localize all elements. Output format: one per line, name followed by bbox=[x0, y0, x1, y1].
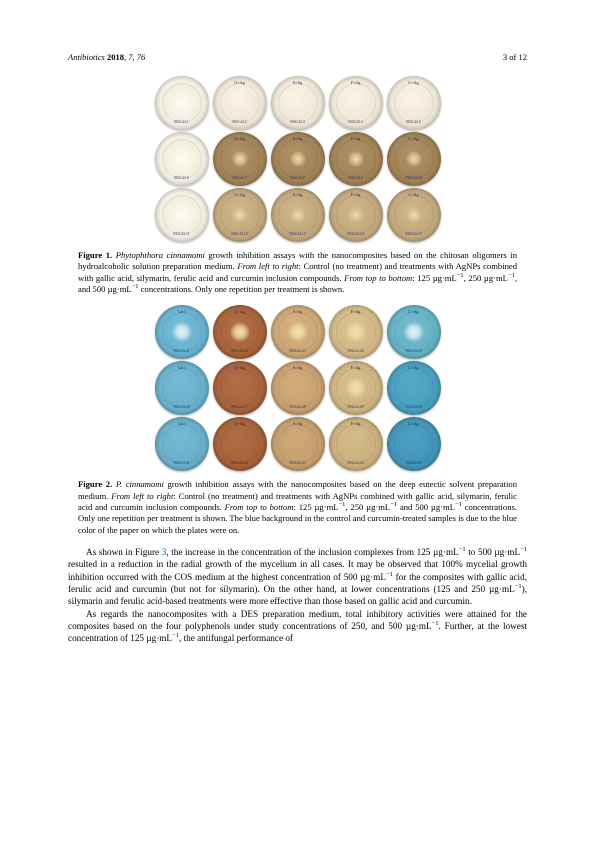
figure-number: Figure 2. bbox=[78, 479, 112, 489]
figure-1-caption: Figure 1. Phytophthora cinnamomi growth … bbox=[78, 250, 517, 295]
petri-dish: S+AgM3C43.13 bbox=[271, 188, 325, 242]
petri-dish: C+AgM3C43.25 bbox=[387, 305, 441, 359]
petri-dish: S+AgM3C43.28 bbox=[271, 361, 325, 415]
petri-dish: G+AgM3C43.12 bbox=[213, 188, 267, 242]
dish-row: CtrlM3C43.31G+AgM3C43.32S+AgM3C43.33F+Ag… bbox=[155, 417, 441, 471]
dish-row: CtrlM3C43.26G+AgM3C43.27S+AgM3C43.28F+Ag… bbox=[155, 361, 441, 415]
figure-2-caption: Figure 2. P. cinnamomi growth inhibition… bbox=[78, 479, 517, 536]
petri-dish: M3C43.11 bbox=[155, 188, 209, 242]
petri-dish: C+AgM3C43.35 bbox=[387, 417, 441, 471]
petri-dish: S+AgM3C43.33 bbox=[271, 417, 325, 471]
paragraph: As shown in Figure 3, the increase in th… bbox=[68, 546, 527, 608]
petri-dish: CtrlM3C43.21 bbox=[155, 305, 209, 359]
dish-row: M3C43.6G+AgM3C43.7S+AgM3C43.8F+AgM3C43.9… bbox=[155, 132, 441, 186]
petri-dish: F+AgM3C43.24 bbox=[329, 305, 383, 359]
petri-dish: G+AgM3C43.22 bbox=[213, 305, 267, 359]
figure-2-grid: CtrlM3C43.21G+AgM3C43.22S+AgM3C43.23F+Ag… bbox=[68, 305, 527, 471]
petri-dish: C+AgM3C43.15 bbox=[387, 188, 441, 242]
petri-dish: F+AgM3C43.14 bbox=[329, 188, 383, 242]
petri-dish: G+AgM3C43.2 bbox=[213, 76, 267, 130]
dish-row: M3C43.1G+AgM3C43.2S+AgM3C43.3F+AgM3C43.4… bbox=[155, 76, 441, 130]
figure-number: Figure 1. bbox=[78, 250, 112, 260]
petri-dish: F+AgM3C43.34 bbox=[329, 417, 383, 471]
dish-row: M3C43.11G+AgM3C43.12S+AgM3C43.13F+AgM3C4… bbox=[155, 188, 441, 242]
figure-1-grid: M3C43.1G+AgM3C43.2S+AgM3C43.3F+AgM3C43.4… bbox=[68, 76, 527, 242]
petri-dish: G+AgM3C43.7 bbox=[213, 132, 267, 186]
petri-dish: G+AgM3C43.32 bbox=[213, 417, 267, 471]
petri-dish: C+AgM3C43.5 bbox=[387, 76, 441, 130]
petri-dish: M3C43.1 bbox=[155, 76, 209, 130]
paragraph: As regards the nanocomposites with a DES… bbox=[68, 608, 527, 645]
petri-dish: G+AgM3C43.27 bbox=[213, 361, 267, 415]
page-number: 3 of 12 bbox=[503, 52, 527, 62]
petri-dish: M3C43.6 bbox=[155, 132, 209, 186]
petri-dish: S+AgM3C43.23 bbox=[271, 305, 325, 359]
figure-1: M3C43.1G+AgM3C43.2S+AgM3C43.3F+AgM3C43.4… bbox=[68, 76, 527, 295]
journal-vol: , 7, 76 bbox=[124, 52, 145, 62]
journal-year: 2018 bbox=[107, 52, 124, 62]
page-header: Antibiotics 2018, 7, 76 3 of 12 bbox=[68, 52, 527, 62]
petri-dish: S+AgM3C43.8 bbox=[271, 132, 325, 186]
petri-dish: CtrlM3C43.31 bbox=[155, 417, 209, 471]
figure-2: CtrlM3C43.21G+AgM3C43.22S+AgM3C43.23F+Ag… bbox=[68, 305, 527, 536]
petri-dish: C+AgM3C43.30 bbox=[387, 361, 441, 415]
journal-name: Antibiotics bbox=[68, 52, 105, 62]
petri-dish: C+AgM3C43.10 bbox=[387, 132, 441, 186]
dish-row: CtrlM3C43.21G+AgM3C43.22S+AgM3C43.23F+Ag… bbox=[155, 305, 441, 359]
body-text: As shown in Figure 3, the increase in th… bbox=[68, 546, 527, 645]
petri-dish: F+AgM3C43.29 bbox=[329, 361, 383, 415]
petri-dish: CtrlM3C43.26 bbox=[155, 361, 209, 415]
petri-dish: F+AgM3C43.4 bbox=[329, 76, 383, 130]
petri-dish: F+AgM3C43.9 bbox=[329, 132, 383, 186]
header-journal: Antibiotics 2018, 7, 76 bbox=[68, 52, 145, 62]
petri-dish: S+AgM3C43.3 bbox=[271, 76, 325, 130]
